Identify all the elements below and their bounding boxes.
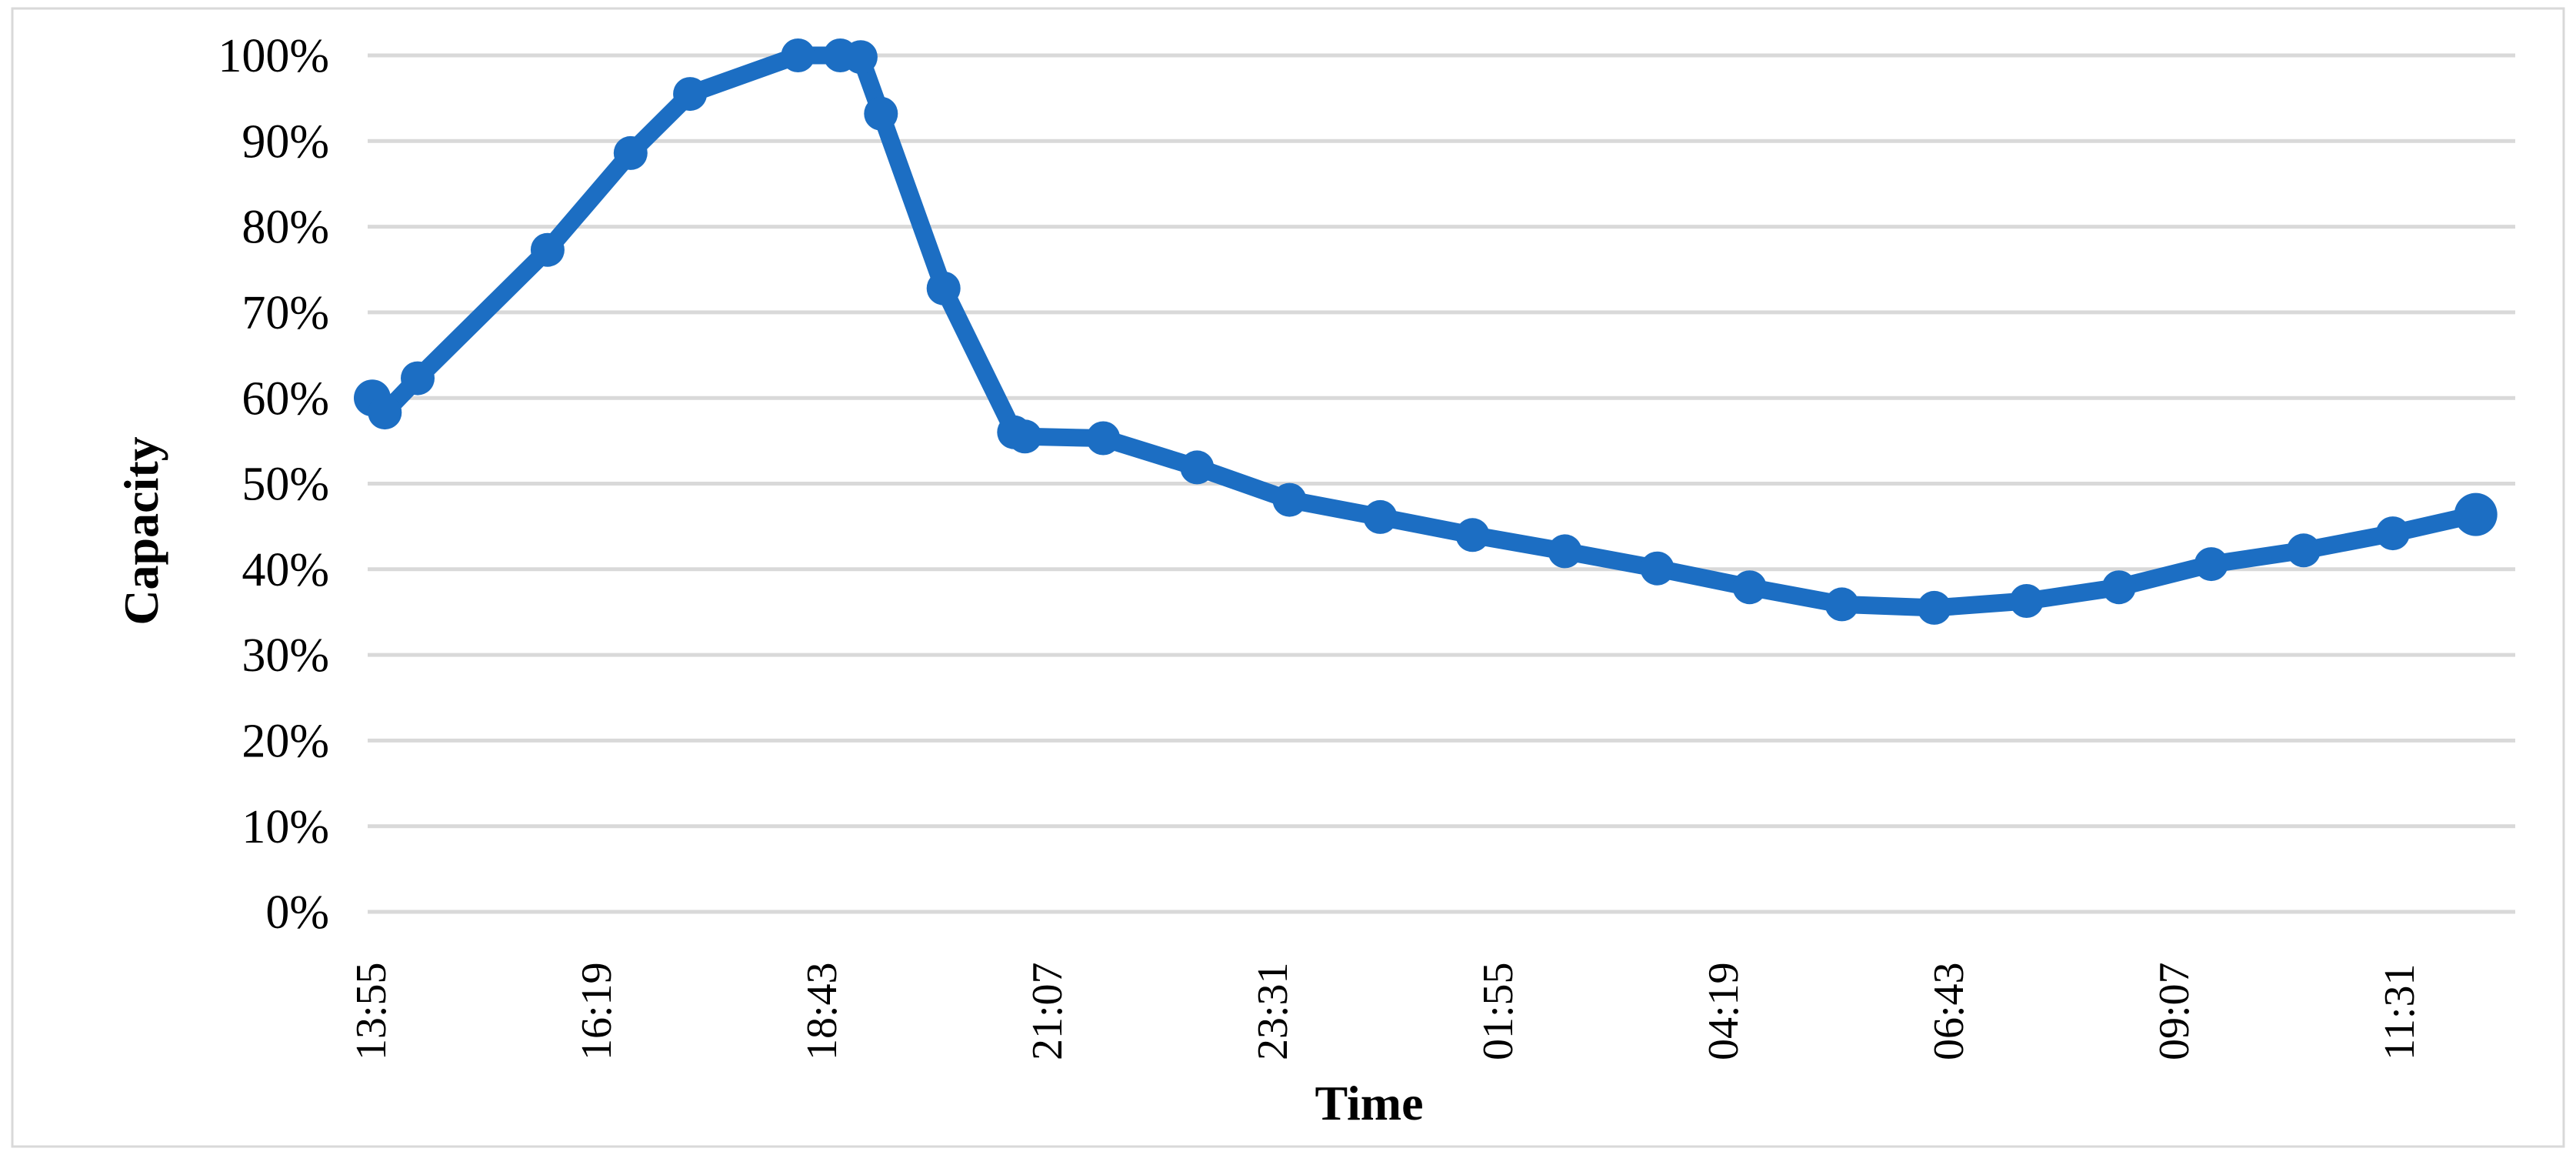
data-point-marker xyxy=(843,40,878,75)
x-tick-label: 11:31 xyxy=(2376,964,2424,1060)
y-tick-label: 100% xyxy=(218,30,329,82)
data-point-marker xyxy=(1272,482,1307,517)
y-tick-label: 30% xyxy=(242,629,329,682)
data-point-marker xyxy=(1086,421,1121,456)
y-tick-label: 60% xyxy=(242,372,329,425)
y-tick-label: 0% xyxy=(265,886,329,939)
data-point-marker xyxy=(2286,533,2321,568)
y-tick-label: 50% xyxy=(242,459,329,511)
data-point-marker xyxy=(1732,570,1767,605)
x-tick-label: 01:55 xyxy=(1475,962,1522,1060)
data-point-marker xyxy=(2009,584,2044,618)
x-tick-label: 04:19 xyxy=(1700,962,1748,1060)
data-point-marker xyxy=(1917,590,1951,625)
data-point-marker xyxy=(926,271,961,305)
data-point-marker xyxy=(1363,499,1398,534)
y-tick-label: 20% xyxy=(242,715,329,767)
x-tick-label: 16:19 xyxy=(573,962,621,1060)
y-axis-labels-group: 0% 10% 20% 30% 40% 50% 60% 70% 80% 90% 100% xyxy=(218,30,329,939)
data-point-marker xyxy=(613,135,648,170)
data-point-marker xyxy=(2101,570,2136,605)
data-point-marker xyxy=(2194,547,2228,582)
x-tick-label: 21:07 xyxy=(1024,962,1071,1060)
data-point-marker xyxy=(1640,551,1675,586)
y-axis-title: Capacity xyxy=(114,436,168,625)
gridlines-group xyxy=(368,53,2515,914)
series-group xyxy=(354,38,2498,625)
y-tick-label: 70% xyxy=(242,287,329,339)
data-point-marker xyxy=(530,232,565,267)
x-axis-labels-group: 13:55 16:19 18:43 21:07 23:31 01:55 04:19 06:43… xyxy=(348,962,2424,1060)
y-tick-label: 80% xyxy=(242,202,329,254)
data-point-marker xyxy=(2375,516,2410,551)
data-point-marker xyxy=(864,96,898,131)
data-point-marker xyxy=(1548,534,1582,569)
data-point-marker xyxy=(368,396,402,430)
data-point-marker xyxy=(401,361,435,396)
x-tick-label: 23:31 xyxy=(1249,962,1297,1060)
x-tick-label: 06:43 xyxy=(1925,962,1973,1060)
y-tick-label: 10% xyxy=(242,801,329,853)
x-tick-label: 13:55 xyxy=(348,962,395,1060)
data-point-marker xyxy=(2454,492,2498,536)
data-point-marker xyxy=(1455,518,1490,552)
data-point-marker xyxy=(1180,450,1215,485)
data-point-marker xyxy=(1008,419,1042,454)
y-tick-label: 40% xyxy=(242,544,329,596)
x-axis-title: Time xyxy=(1315,1076,1423,1130)
x-tick-label: 18:43 xyxy=(798,962,846,1060)
data-point-marker xyxy=(781,38,815,72)
data-point-marker xyxy=(673,77,708,112)
data-point-marker xyxy=(1825,587,1859,622)
y-tick-label: 90% xyxy=(242,115,329,168)
x-tick-label: 09:07 xyxy=(2151,962,2198,1060)
